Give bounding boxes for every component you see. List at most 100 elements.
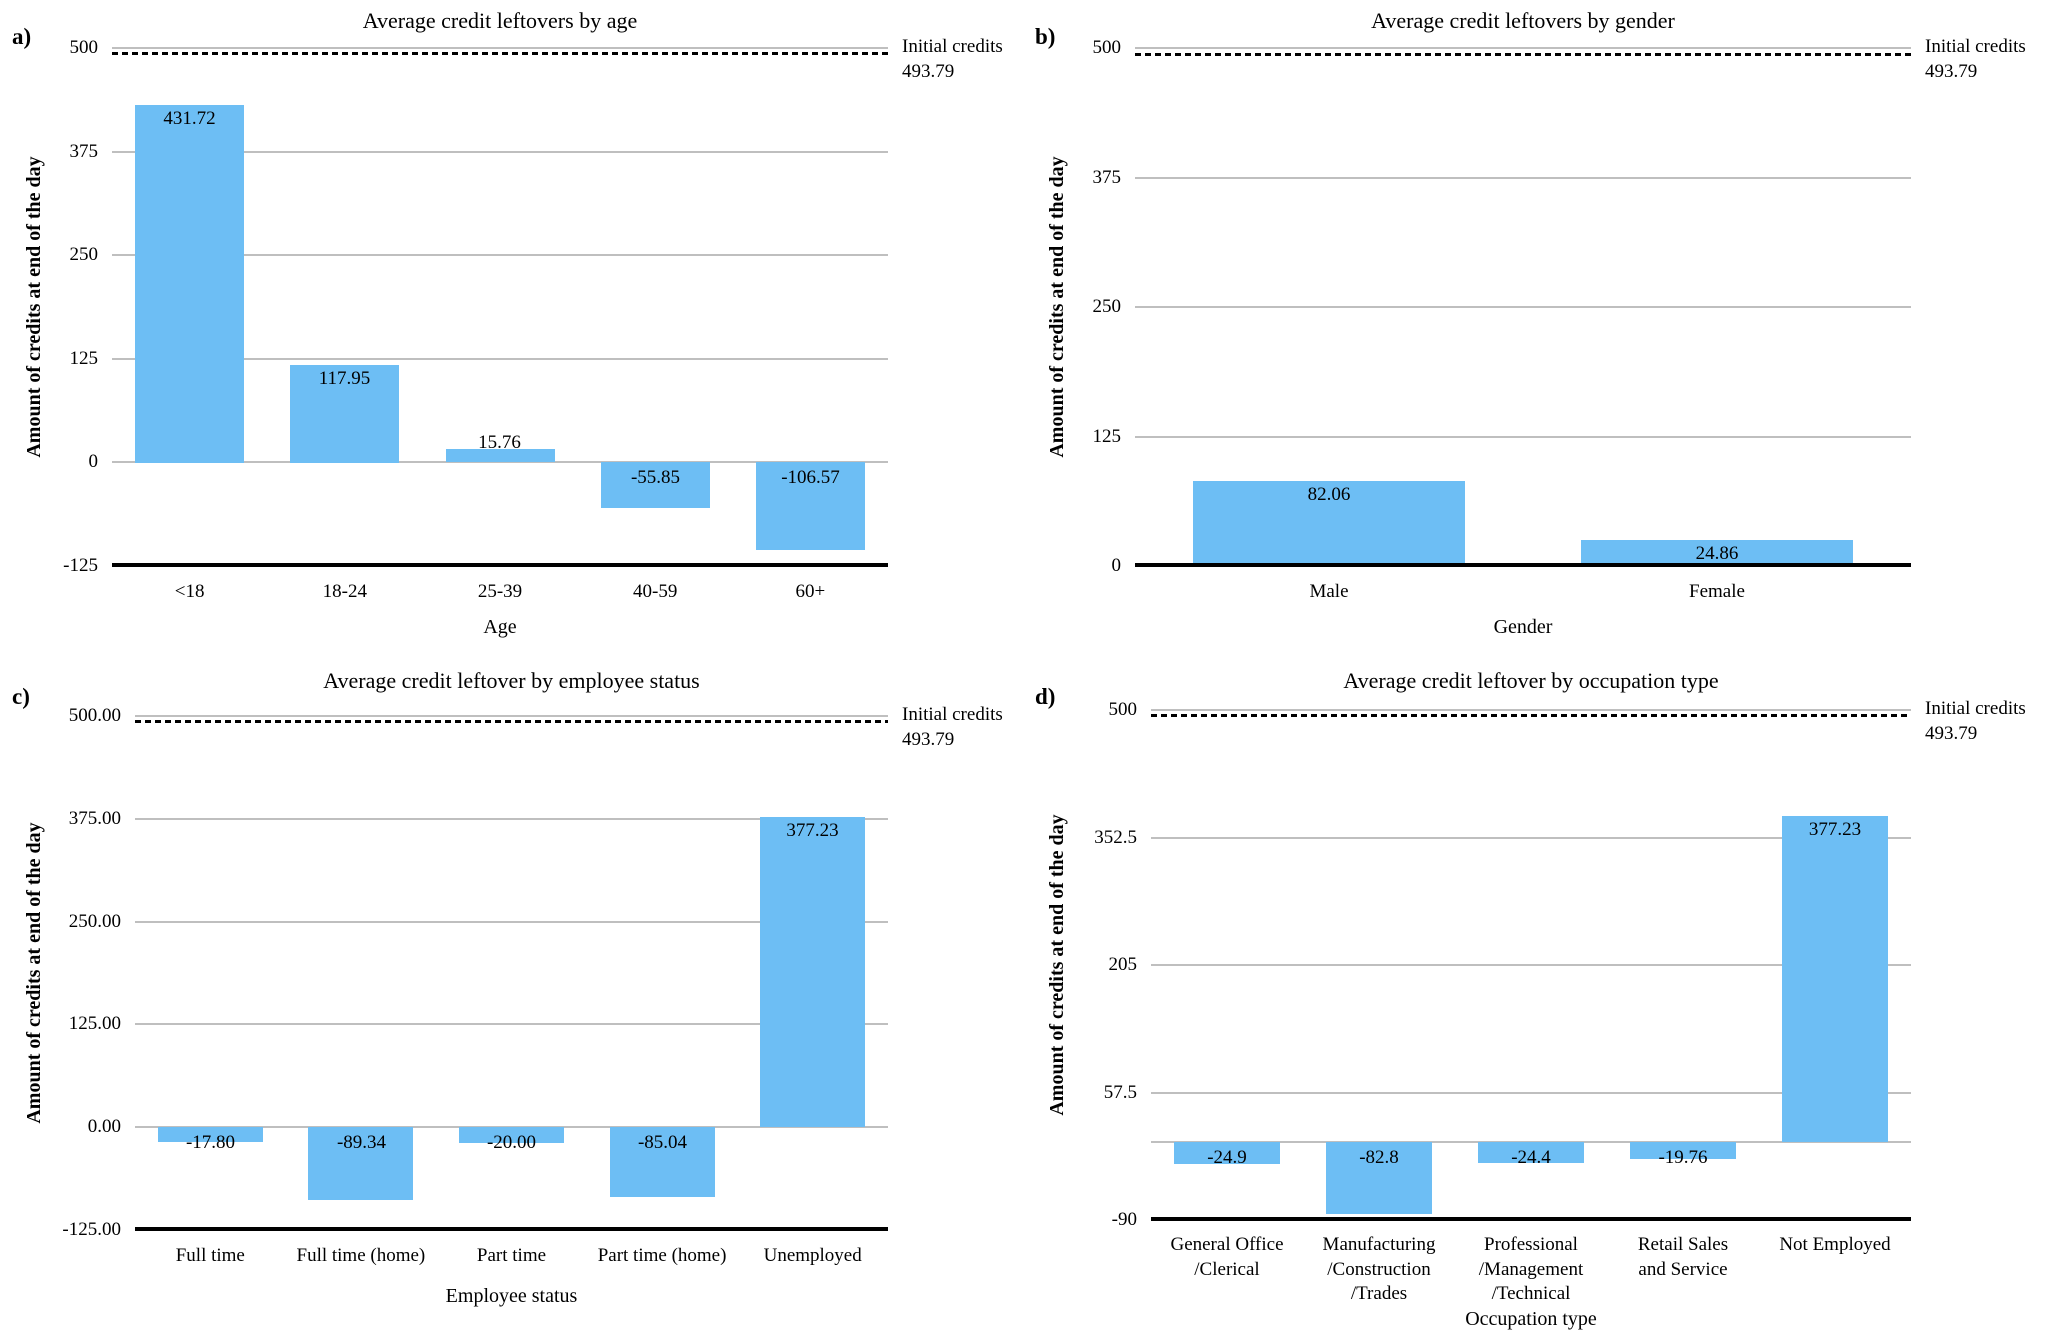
x-tick-labels-d: General Office /Clerical Manufacturing /C… [1151,1233,1911,1307]
bar-value-label: -55.85 [630,467,681,488]
bar-value-label: 82.06 [1307,484,1351,505]
plot-area-d: -24.9 -82.8 -24.4 -19.76 377.23 [1151,709,1911,1221]
initial-credits-line [112,52,888,55]
y-tick-label: 375.00 [68,808,121,829]
x-tick-label: Not Employed [1779,1234,1891,1255]
chart-title-d: Average credit leftover by occupation ty… [1343,668,1719,693]
x-axis-line [112,563,888,567]
y-tick-label: 125.00 [68,1013,121,1034]
gridline [1135,177,1911,179]
reference-line-label-d: Initial credits 493.79 [1925,696,2046,746]
gridline [135,715,888,717]
bar-value-label: 431.72 [163,108,216,129]
y-tick-label: 125 [1092,426,1122,447]
x-axis-line [135,1227,888,1231]
x-tick-label: 60+ [795,581,826,602]
bar-value-label: -89.34 [336,1132,387,1153]
bar-value-label: -19.76 [1658,1147,1708,1168]
bar [1581,540,1853,566]
chart-panel-d: d) Average credit leftover by occupation… [1023,660,2046,1340]
x-tick-labels-b: Male Female [1135,580,1911,605]
bar [610,1127,715,1197]
x-axis-title-b: Gender [1493,616,1553,638]
panel-letter-b: b) [1035,24,1056,49]
y-tick-label: 352.5 [1094,827,1137,848]
x-axis-line [1151,1217,1911,1221]
bar [1174,1142,1280,1164]
y-tick-label: 500 [1092,37,1122,58]
bar [446,449,555,462]
bar [1782,816,1888,1142]
gridline [1135,47,1911,49]
panel-letter-c: c) [12,684,30,709]
x-tick-label: Full time (home) [296,1245,426,1266]
bar-value-label: -24.4 [1511,1147,1551,1168]
reference-line-label-c: Initial credits 493.79 [902,702,1032,752]
bar [760,817,865,1127]
x-tick-label: Part time [476,1245,547,1266]
bar [1193,481,1465,566]
x-tick-labels-a: <18 18-24 25-39 40-59 60+ [112,580,888,605]
chart-panel-c: c) Average credit leftover by employee s… [0,660,1023,1340]
y-tick-label: 0.00 [87,1116,121,1137]
gridline [1151,964,1911,966]
reference-line-value: 493.79 [902,729,955,750]
plot-area-a: 431.72 117.95 15.76 -55.85 -106.57 [112,47,888,567]
gridline [1135,436,1911,438]
x-tick-label: Male [1309,581,1349,602]
bar-value-label: -82.8 [1359,1147,1399,1168]
reference-line-value: 493.79 [902,61,955,82]
reference-line-value: 493.79 [1925,61,1978,82]
bar-value-label: -20.00 [486,1132,537,1153]
reference-line-label-b: Initial credits 493.79 [1925,34,2046,84]
x-axis-title-d: Occupation type [1465,1308,1597,1330]
reference-line-value: 493.79 [1925,723,1978,744]
gridline [135,818,888,820]
x-tick-label: 18-24 [322,581,367,602]
plot-area-c: -17.80 -89.34 -20.00 -85.04 377.23 [135,715,888,1231]
chart-title-a: Average credit leftovers by age [362,8,638,33]
y-tick-label: -125.00 [62,1219,121,1240]
x-tick-label: Full time [175,1245,245,1266]
bar [1630,1142,1736,1159]
bar-value-label: -85.04 [637,1132,688,1153]
bar-value-label: 377.23 [786,820,839,841]
gridline [1135,306,1911,308]
y-tick-label: -90 [1111,1209,1137,1230]
y-tick-label: 500.00 [68,705,121,726]
bar-value-label: 15.76 [478,432,521,453]
bar-value-label: 24.86 [1695,543,1739,564]
bar-value-label: -24.9 [1207,1147,1247,1168]
chart-panel-a: a) Average credit leftovers by age Amoun… [0,0,1023,660]
y-tick-label: 0 [88,451,99,472]
bar [1478,1142,1584,1163]
x-tick-label: Manufacturing /Construction /Trades [1322,1234,1436,1305]
bar [756,462,865,550]
x-tick-labels-c: Full time Full time (home) Part time Part t… [135,1244,888,1269]
reference-line-label-a: Initial credits 493.79 [902,34,1032,84]
chart-title-c: Average credit leftover by employee stat… [323,668,700,693]
x-tick-label: Part time (home) [597,1245,727,1266]
bar-value-label: 377.23 [1808,819,1862,840]
gridline [112,151,888,153]
bar [308,1127,413,1200]
gridline [1151,1092,1911,1094]
reference-line-text: Initial credits [902,704,1003,725]
reference-line-text: Initial credits [1925,36,2026,57]
x-tick-label: General Office /Clerical [1170,1234,1284,1280]
gridline [135,1023,888,1025]
y-tick-label: -125 [63,555,98,576]
panel-letter-d: d) [1035,684,1056,709]
reference-line-text: Initial credits [1925,698,2026,719]
gridline [1151,837,1911,839]
x-tick-label: 25-39 [477,581,523,602]
y-tick-label: 0 [1111,555,1122,576]
y-tick-label: 250 [1092,296,1122,317]
x-axis-line [1135,563,1911,567]
bar [135,105,244,463]
x-axis-title-a: Age [483,616,517,638]
zero-gridline [112,461,888,463]
chart-panel-b: b) Average credit leftovers by gender Am… [1023,0,2046,660]
y-tick-label: 500 [69,37,99,58]
